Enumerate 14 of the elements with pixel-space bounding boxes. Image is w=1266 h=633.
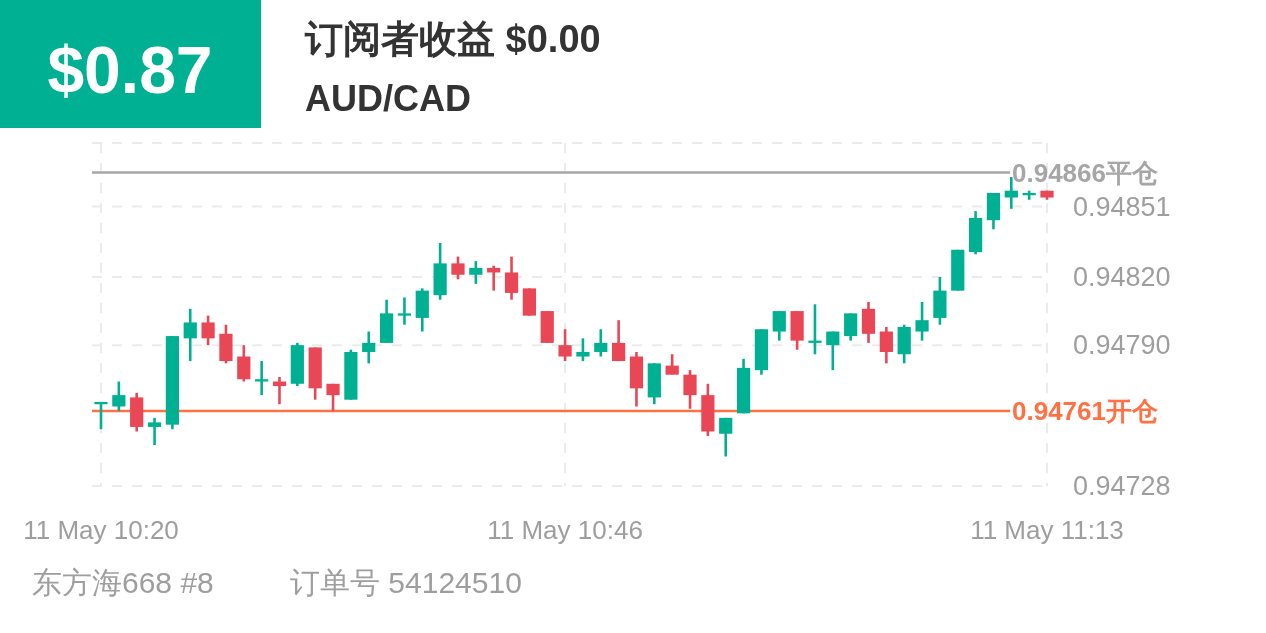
text: $0.87 (47, 33, 213, 107)
chart-title: 订阅者收益 $0.00 (304, 18, 601, 60)
ref-line-label: 0.94761开仓 (1012, 396, 1158, 427)
y-tick-label: 0.94851 (1073, 191, 1171, 222)
text: 东方海668 #8 (32, 566, 214, 599)
y-tick-label: 0.94820 (1073, 262, 1171, 293)
x-tick-label: 11 May 11:13 (970, 515, 1124, 545)
x-tick-label: 11 May 10:20 (23, 515, 179, 545)
y-tick-label: 0.94728 (1073, 471, 1171, 501)
text: 订单号 54124510 (290, 566, 522, 599)
x-tick-label: 11 May 10:46 (487, 515, 643, 545)
y-tick-label: 0.94790 (1073, 330, 1171, 361)
chart-subtitle: AUD/CAD (305, 78, 471, 119)
ref-line-label: 0.94866平仓 (1012, 157, 1158, 188)
